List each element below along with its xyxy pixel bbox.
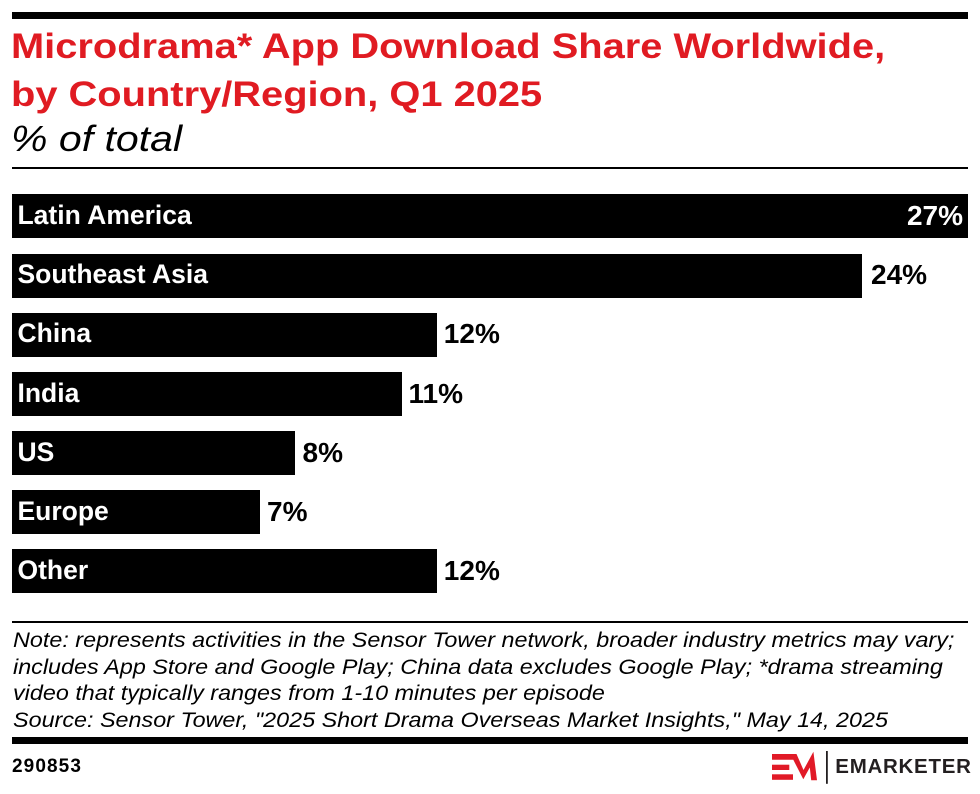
svg-text:EMARKETER: EMARKETER xyxy=(835,755,971,778)
